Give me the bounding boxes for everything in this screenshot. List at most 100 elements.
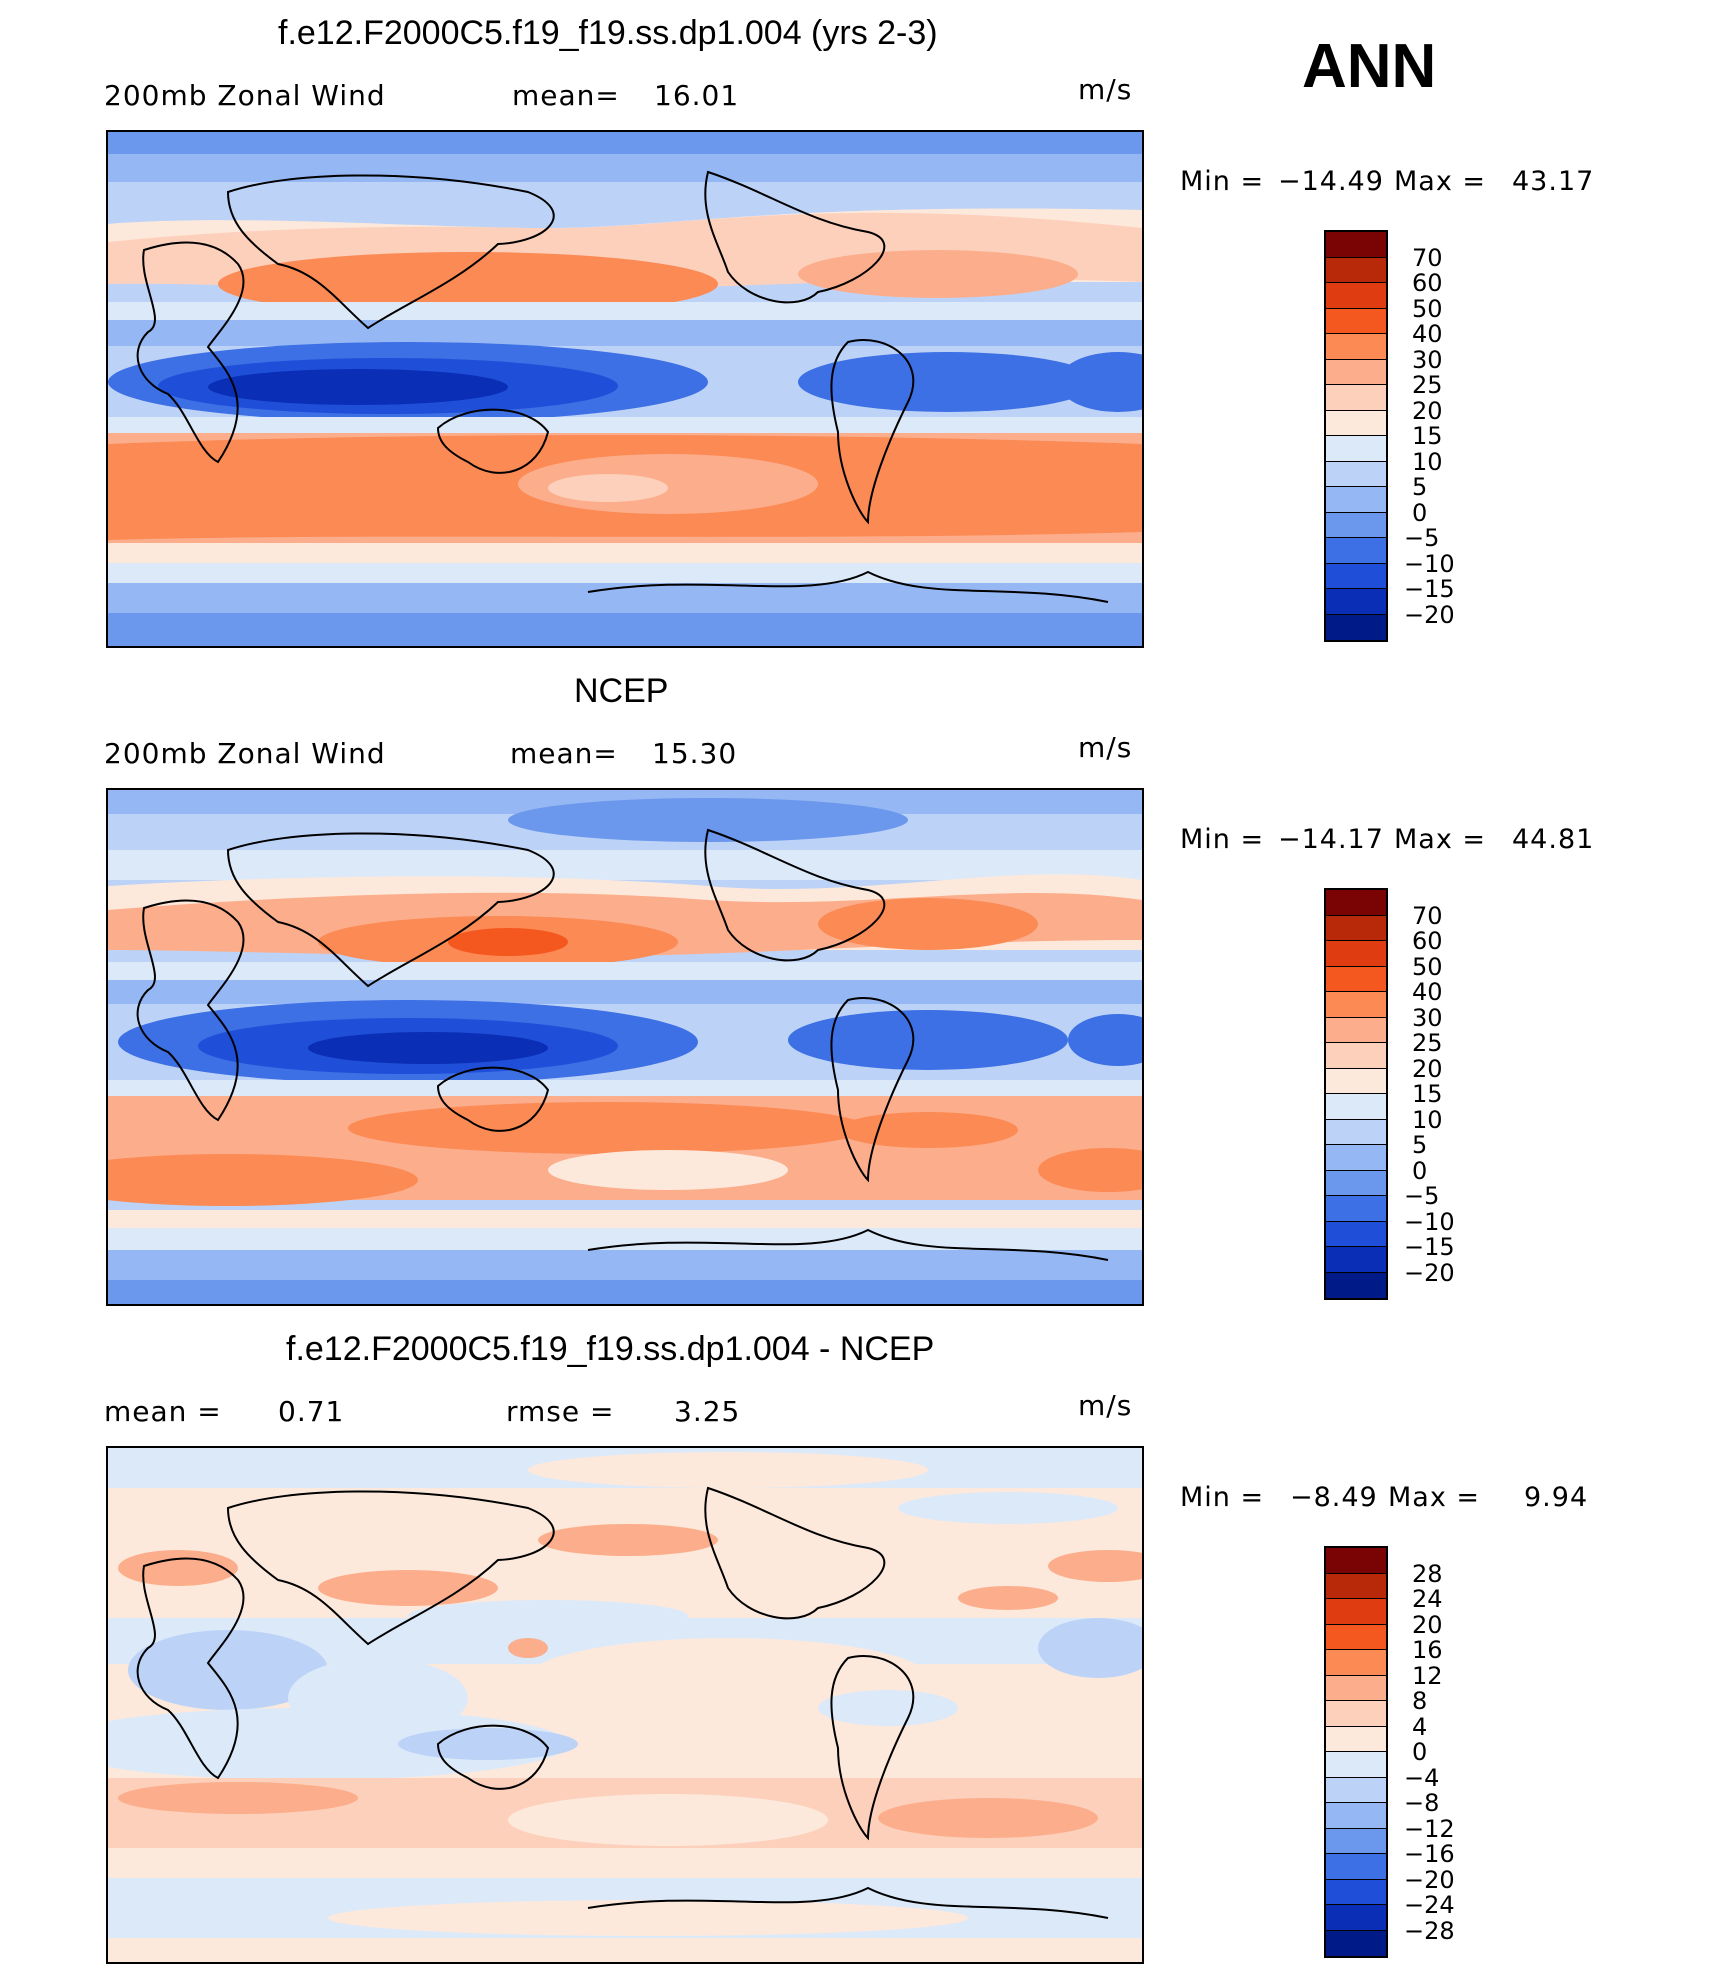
colorbar-tick-label: 16	[1412, 1636, 1443, 1664]
colorbar-swatch	[1326, 1930, 1386, 1956]
colorbar-tick-label: −20	[1404, 1865, 1455, 1894]
panel3-map	[106, 1446, 1144, 1964]
colorbar-swatch	[1326, 1272, 1386, 1298]
colorbar-tick-label: −15	[1404, 1233, 1455, 1261]
colorbar-tick-label: −16	[1404, 1840, 1455, 1868]
colorbar-tick-label: 0	[1412, 1738, 1428, 1766]
colorbar-tick-label: 30	[1412, 345, 1443, 374]
colorbar-tick-label: −8	[1404, 1789, 1440, 1817]
colorbar-swatch	[1326, 257, 1386, 283]
panel1-max-label: Max =	[1394, 166, 1487, 197]
colorbar-tick-label: −10	[1404, 1207, 1455, 1236]
colorbar-swatch	[1326, 1573, 1386, 1599]
colorbar-tick-label: 40	[1412, 978, 1443, 1006]
colorbar-tick-label: 60	[1412, 927, 1443, 955]
panel2-min-value: −14.17	[1278, 824, 1384, 855]
colorbar-tick-label: 70	[1412, 243, 1443, 272]
panel3-mean-label: mean =	[104, 1395, 222, 1428]
panel2-units: m/s	[1078, 731, 1133, 764]
colorbar-swatch	[1326, 563, 1386, 589]
colorbar-tick-label: 20	[1412, 1054, 1443, 1083]
colorbar-tick-label: 20	[1412, 1610, 1443, 1639]
colorbar-swatch	[1326, 890, 1386, 916]
panel2-mean-value: 15.30	[652, 737, 738, 770]
panel3-units: m/s	[1078, 1389, 1133, 1422]
panel1-field	[108, 132, 1142, 646]
colorbar-swatch	[1326, 1701, 1386, 1727]
colorbar-swatch	[1326, 283, 1386, 309]
colorbar-box	[1324, 230, 1388, 642]
colorbar-swatch	[1326, 487, 1386, 513]
panel1-map	[106, 130, 1144, 648]
colorbar-swatch	[1326, 1624, 1386, 1650]
colorbar-tick-label: 12	[1412, 1661, 1443, 1690]
colorbar-box	[1324, 888, 1388, 1300]
colorbar-swatch	[1326, 915, 1386, 941]
colorbar-swatch	[1326, 436, 1386, 462]
panel1-min-label: Min =	[1180, 166, 1265, 197]
colorbar-tick-label: 10	[1412, 1105, 1443, 1134]
colorbar-tick-label: 5	[1412, 1131, 1428, 1159]
colorbar-swatch	[1326, 1068, 1386, 1094]
panel1-variable: 200mb Zonal Wind	[104, 79, 386, 112]
panel2-map	[106, 788, 1144, 1306]
panel2-max-label: Max =	[1394, 824, 1487, 855]
panel3-min-value: −8.49	[1290, 1482, 1378, 1513]
colorbar-swatch	[1326, 1221, 1386, 1247]
panel2-variable: 200mb Zonal Wind	[104, 737, 386, 770]
colorbar-swatch	[1326, 1119, 1386, 1145]
colorbar-swatch	[1326, 1828, 1386, 1854]
panel2-field	[108, 790, 1142, 1304]
colorbar-tick-label: 40	[1412, 320, 1443, 348]
colorbar-swatch	[1326, 1650, 1386, 1676]
colorbar-swatch	[1326, 992, 1386, 1018]
colorbar-tick-label: 30	[1412, 1003, 1443, 1032]
colorbar-swatch	[1326, 1196, 1386, 1222]
colorbar-tick-label: 50	[1412, 294, 1443, 323]
colorbar-tick-label: 8	[1412, 1687, 1428, 1715]
panel2-mean-label: mean=	[510, 737, 618, 770]
colorbar-swatch	[1326, 1752, 1386, 1778]
colorbar-tick-label: −12	[1404, 1814, 1455, 1843]
colorbar-tick-label: −4	[1404, 1763, 1440, 1792]
colorbar-swatch	[1326, 1803, 1386, 1829]
panel1-title: f.e12.F2000C5.f19_f19.ss.dp1.004 (yrs 2-…	[278, 14, 938, 52]
colorbar-swatch	[1326, 1145, 1386, 1171]
colorbar-tick-label: −10	[1404, 549, 1455, 578]
colorbar-tick-label: 4	[1412, 1712, 1428, 1741]
colorbar-swatch	[1326, 1247, 1386, 1273]
panel3-mean-value: 0.71	[278, 1395, 345, 1428]
colorbar-tick-label: −20	[1404, 600, 1455, 629]
colorbar-tick-label: 10	[1412, 447, 1443, 476]
colorbar-swatch	[1326, 334, 1386, 360]
colorbar-tick-label: 70	[1412, 901, 1443, 930]
colorbar-tick-label: 5	[1412, 473, 1428, 501]
colorbar-tick-label: 24	[1412, 1585, 1443, 1613]
colorbar-swatch	[1326, 1726, 1386, 1752]
colorbar-tick-label: 50	[1412, 952, 1443, 981]
panel3-rmse-label: rmse =	[506, 1395, 615, 1428]
colorbar-tick-label: 0	[1412, 498, 1428, 527]
colorbar-tick-label: 0	[1412, 1156, 1428, 1185]
colorbar-tick-label: 60	[1412, 269, 1443, 297]
panel3-max-value: 9.94	[1524, 1482, 1589, 1513]
colorbar-swatch	[1326, 966, 1386, 992]
colorbar-tick-label: −5	[1404, 524, 1440, 552]
colorbar-tick-label: −15	[1404, 575, 1455, 603]
colorbar-swatch	[1326, 1599, 1386, 1625]
season-label: ANN	[1302, 32, 1437, 101]
colorbar-tick-label: 15	[1412, 422, 1443, 450]
panel2-min-label: Min =	[1180, 824, 1265, 855]
colorbar-swatch	[1326, 1043, 1386, 1069]
colorbar-swatch	[1326, 1905, 1386, 1931]
colorbar-swatch	[1326, 461, 1386, 487]
colorbar-swatch	[1326, 538, 1386, 564]
colorbar-tick-label: 20	[1412, 396, 1443, 425]
colorbar-swatch	[1326, 1854, 1386, 1880]
colorbar-tick-label: 25	[1412, 371, 1443, 399]
panel3-min-label: Min =	[1180, 1482, 1265, 1513]
colorbar-swatch	[1326, 410, 1386, 436]
panel2-title: NCEP	[574, 672, 669, 710]
colorbar-swatch	[1326, 385, 1386, 411]
colorbar-tick-label: 28	[1412, 1559, 1443, 1588]
